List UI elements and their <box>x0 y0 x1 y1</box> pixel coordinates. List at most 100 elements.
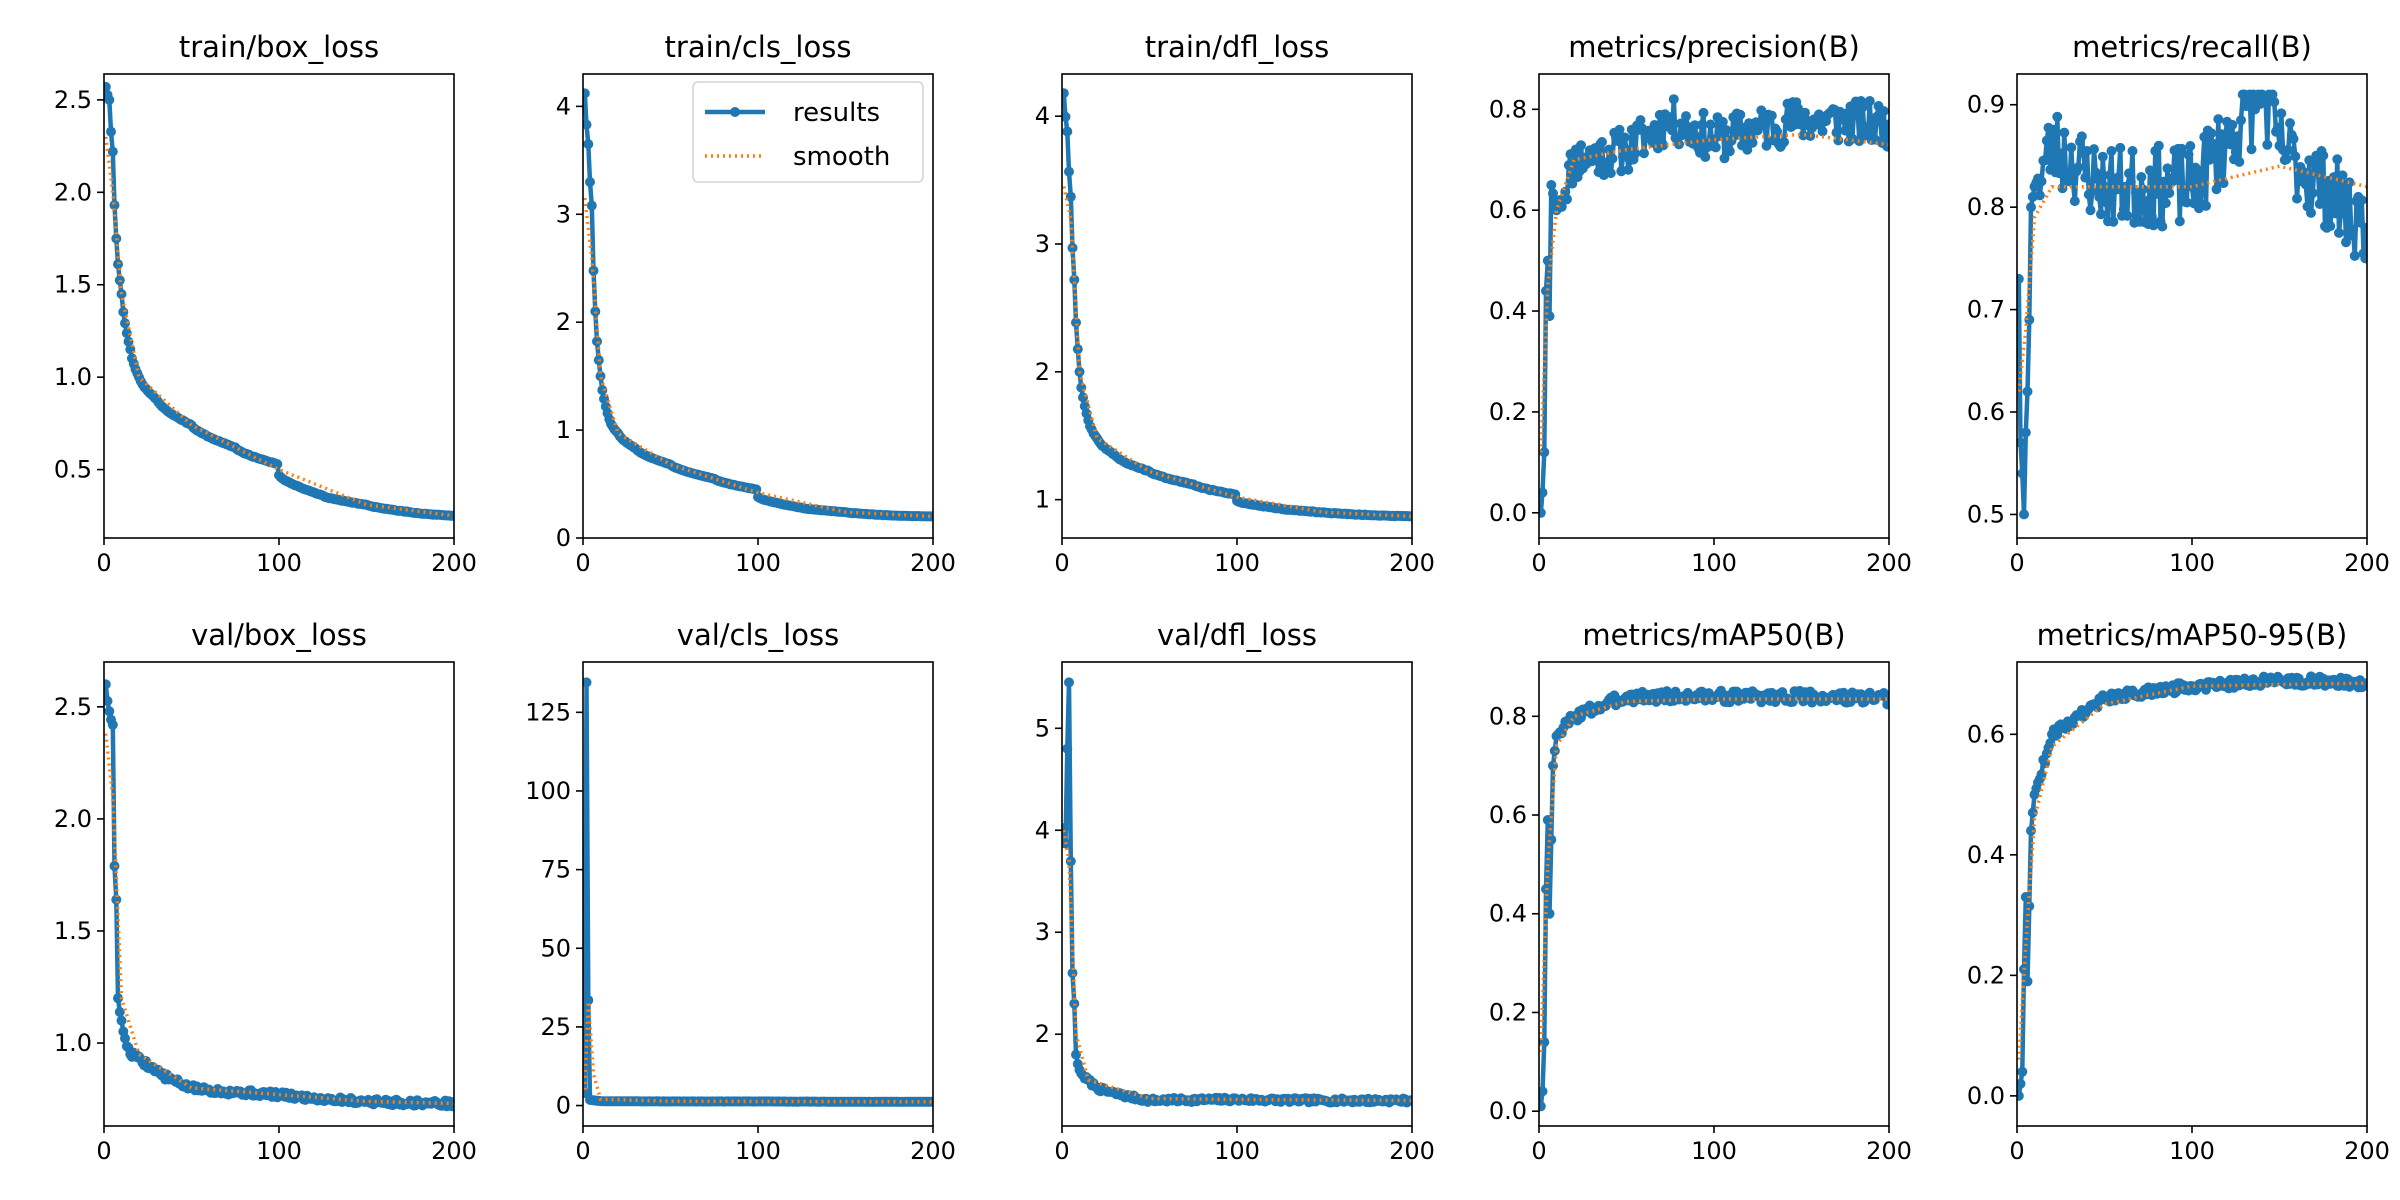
results-point <box>1747 137 1758 148</box>
results-point <box>1651 126 1662 137</box>
results-point <box>751 484 762 495</box>
results-point <box>2332 154 2343 165</box>
results-point <box>1607 153 1618 164</box>
plot-area <box>1539 685 1889 1112</box>
results-point <box>2360 253 2367 264</box>
y-tick-label: 0.5 <box>1967 500 2005 528</box>
results-point <box>2225 139 2236 150</box>
results-point <box>583 139 594 150</box>
y-tick-label: 50 <box>540 934 571 962</box>
results-point <box>2024 314 2035 325</box>
results-point <box>272 459 283 470</box>
results-point <box>2171 169 2182 180</box>
results-point <box>2146 211 2157 222</box>
y-tick-label: 0.6 <box>1967 398 2005 426</box>
results-point <box>2201 200 2211 211</box>
results-point <box>2243 97 2253 108</box>
results-point <box>2356 195 2367 206</box>
plot-area <box>1062 88 1412 522</box>
results-point <box>118 307 129 317</box>
legend-results-marker <box>730 107 740 117</box>
results-point <box>2047 140 2057 151</box>
results-point <box>106 126 116 137</box>
x-tick-label: 200 <box>910 549 956 577</box>
results-point <box>1539 447 1550 458</box>
results-point <box>2327 200 2337 211</box>
x-tick-label: 200 <box>1389 1137 1435 1165</box>
results-point <box>1541 285 1551 296</box>
x-tick-label: 0 <box>575 1137 590 1165</box>
results-point <box>2040 155 2050 166</box>
results-point <box>2092 174 2103 184</box>
results-point <box>2101 197 2112 208</box>
results-point <box>2136 172 2147 182</box>
y-tick-label: 2.5 <box>54 693 92 721</box>
results-point <box>2160 198 2171 209</box>
results-point <box>2094 192 2105 202</box>
y-tick-label: 2 <box>1035 1020 1050 1048</box>
results-point <box>1667 125 1677 136</box>
y-tick-label: 0 <box>556 1092 571 1120</box>
x-tick-label: 0 <box>96 549 111 577</box>
chart-panel: val/box_loss 0 100 200 1.0 1.5 2.0 2.5 <box>54 618 477 1165</box>
results-point <box>2034 190 2045 201</box>
results-point <box>2027 807 2038 818</box>
results-point <box>2059 127 2070 138</box>
x-tick-label: 0 <box>1531 1137 1546 1165</box>
results-point <box>2306 207 2316 218</box>
results-point <box>2052 111 2063 122</box>
results-point <box>2152 188 2162 199</box>
results-point <box>1062 111 1071 122</box>
y-tick-label: 4 <box>1035 102 1050 130</box>
results-point <box>2096 209 2106 220</box>
results-point <box>1772 126 1782 137</box>
results-point <box>104 81 111 92</box>
y-tick-label: 0 <box>556 524 571 552</box>
results-point <box>1705 119 1716 130</box>
chart-panel: metrics/mAP50-95(B) 0 100 200 0.0 0.2 0.4 0.6 <box>1967 618 2390 1165</box>
y-tick-label: 1.5 <box>54 271 92 299</box>
x-tick-label: 200 <box>2344 1137 2390 1165</box>
y-tick-label: 125 <box>525 698 571 726</box>
results-point <box>1878 106 1889 117</box>
results-point <box>1724 146 1735 157</box>
results-point <box>121 328 132 339</box>
results-point <box>2335 208 2346 219</box>
results-point <box>1562 194 1572 205</box>
results-point <box>1062 126 1073 137</box>
results-point <box>2213 114 2224 125</box>
results-point <box>1838 687 1849 698</box>
results-point <box>2314 199 2325 209</box>
chart-title: val/dfl_loss <box>1157 618 1317 652</box>
plot-area <box>1539 94 1889 518</box>
results-point <box>2290 151 2301 162</box>
x-tick-label: 200 <box>1389 549 1435 577</box>
results-point <box>1696 119 1707 130</box>
results-point <box>120 318 130 329</box>
results-point <box>104 679 111 690</box>
results-point <box>2066 142 2077 153</box>
results-point <box>2349 250 2360 261</box>
results-point <box>597 385 608 396</box>
x-tick-label: 100 <box>735 1137 781 1165</box>
results-point <box>2234 156 2245 167</box>
chart-panel: metrics/precision(B) 0 100 200 0.0 0.2 0.4 0.6 0… <box>1489 30 1912 577</box>
results-point <box>2288 133 2299 144</box>
results-point <box>107 719 118 730</box>
results-point <box>1546 834 1557 845</box>
y-tick-label: 3 <box>556 200 571 228</box>
results-point <box>1668 94 1679 105</box>
results-point <box>2187 181 2197 192</box>
y-tick-label: 0.9 <box>1967 91 2005 119</box>
x-tick-label: 100 <box>735 549 781 577</box>
results-point <box>2113 172 2124 183</box>
results-point <box>1065 856 1076 867</box>
x-tick-label: 200 <box>1866 549 1912 577</box>
results-point <box>2085 205 2096 216</box>
results-point <box>2099 181 2110 192</box>
results-point <box>1698 107 1709 118</box>
y-tick-label: 0.2 <box>1489 998 1527 1026</box>
results-point <box>2355 217 2365 228</box>
results-point <box>2209 139 2220 150</box>
